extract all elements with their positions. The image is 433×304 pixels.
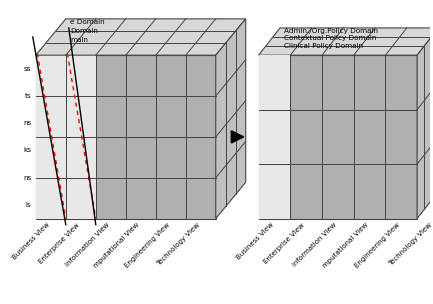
Text: Contextual Policy Domain: Contextual Policy Domain bbox=[284, 36, 377, 41]
Text: main: main bbox=[70, 37, 88, 43]
Text: Technology View: Technology View bbox=[155, 222, 201, 267]
Text: mputational View: mputational View bbox=[93, 222, 141, 269]
Bar bbox=[259, 55, 290, 219]
Text: Enterprise View: Enterprise View bbox=[38, 222, 81, 264]
Text: mputational View: mputational View bbox=[322, 222, 369, 269]
Polygon shape bbox=[259, 28, 433, 55]
Bar bbox=[259, 55, 290, 219]
Text: Clinical Policy Domain: Clinical Policy Domain bbox=[284, 43, 363, 49]
Text: ks: ks bbox=[23, 147, 32, 154]
Text: Business View: Business View bbox=[235, 222, 275, 261]
Polygon shape bbox=[417, 28, 433, 219]
Text: Business View: Business View bbox=[11, 222, 51, 261]
Text: ls: ls bbox=[26, 202, 32, 208]
Text: ns: ns bbox=[23, 120, 32, 126]
Text: Admin./Org.Policy Domain: Admin./Org.Policy Domain bbox=[284, 28, 378, 34]
Text: Enterprise View: Enterprise View bbox=[263, 222, 306, 264]
Text: ns: ns bbox=[23, 175, 32, 181]
Polygon shape bbox=[216, 19, 246, 219]
Bar bbox=[66, 55, 96, 219]
Text: Engineering View: Engineering View bbox=[354, 222, 401, 269]
Text: Information View: Information View bbox=[291, 222, 338, 268]
Bar bbox=[36, 55, 216, 219]
Polygon shape bbox=[36, 19, 246, 55]
Text: ss: ss bbox=[24, 66, 32, 72]
Text: Technology View: Technology View bbox=[388, 222, 433, 267]
Text: Engineering View: Engineering View bbox=[123, 222, 171, 269]
Bar bbox=[36, 55, 66, 219]
Bar bbox=[259, 55, 417, 219]
Text: Information View: Information View bbox=[65, 222, 111, 268]
Text: e Domain: e Domain bbox=[70, 19, 105, 25]
Text: ts: ts bbox=[25, 93, 32, 99]
Text: Domain: Domain bbox=[70, 28, 98, 34]
